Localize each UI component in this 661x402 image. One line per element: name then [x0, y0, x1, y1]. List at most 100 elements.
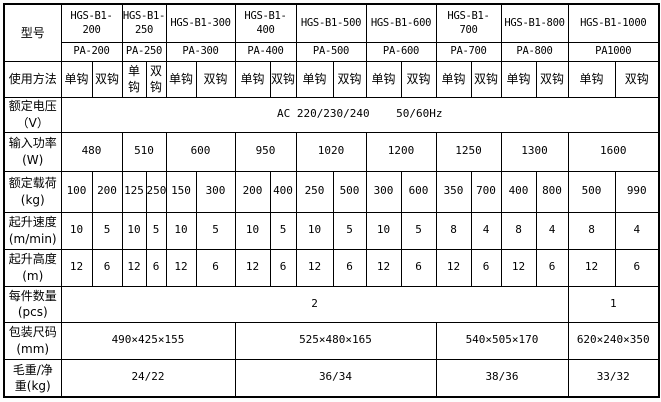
row-label-packing: 包装尺码 (mm)	[3, 321, 62, 360]
speed-value-cell: 10	[121, 211, 147, 250]
load-value-cell: 500	[332, 170, 367, 213]
row-packing: 包装尺码 (mm) 490×425×155 525×480×165 540×50…	[3, 321, 660, 360]
hook-type-cell: 单钩	[295, 60, 334, 98]
row-weight: 毛重/净 重(kg) 24/22 36/34 38/36 33/32	[3, 358, 660, 398]
height-value-cell: 6	[195, 248, 236, 287]
load-value-cell: 125	[121, 170, 147, 213]
height-value-cell: 12	[500, 248, 537, 287]
weight-value-cell: 24/22	[60, 358, 236, 398]
load-value-cell: 100	[60, 170, 93, 213]
hook-type-cell: 单钩	[365, 60, 402, 98]
height-value-cell: 6	[535, 248, 569, 287]
packing-size-cell: 540×505×170	[435, 321, 569, 360]
speed-value-cell: 5	[145, 211, 167, 250]
hook-type-cell: 双钩	[400, 60, 437, 98]
height-value-cell: 12	[567, 248, 616, 287]
pa-model-cell: PA-700	[435, 41, 502, 62]
speed-value-cell: 5	[195, 211, 236, 250]
speed-value-cell: 8	[435, 211, 472, 250]
row-label-voltage: 额定电压 （V）	[3, 96, 62, 133]
hook-type-cell: 单钩	[60, 60, 93, 98]
speed-value-cell: 5	[332, 211, 367, 250]
height-value-cell: 12	[365, 248, 402, 287]
load-value-cell: 250	[295, 170, 334, 213]
packing-size-cell: 525×480×165	[234, 321, 437, 360]
load-value-cell: 200	[234, 170, 271, 213]
load-value-cell: 150	[165, 170, 197, 213]
packing-size-cell: 620×240×350	[567, 321, 660, 360]
height-value-cell: 6	[332, 248, 367, 287]
row-usage: 使用方法 单钩 双钩 单 钩 双 钩 单钩 双钩 单钩 双钩 单钩 双钩 单钩 …	[3, 60, 660, 98]
hook-type-cell: 双钩	[614, 60, 660, 98]
model-name-cell: HGS-B1-300	[165, 3, 236, 43]
weight-value-cell: 33/32	[567, 358, 660, 398]
power-value-cell: 1600	[567, 131, 660, 172]
pa-model-cell: PA-200	[60, 41, 123, 62]
hook-type-cell: 单钩	[165, 60, 197, 98]
speed-value-cell: 4	[470, 211, 502, 250]
row-model-names: 型号 HGS-B1- 200 HGS-B1- 250 HGS-B1-300 HG…	[3, 3, 660, 62]
row-speed: 起升速度 (m/min) 10 5 10 5 10 5 10 5 10 5 10…	[3, 211, 660, 250]
height-value-cell: 6	[400, 248, 437, 287]
power-value-cell: 1020	[295, 131, 367, 172]
load-value-cell: 300	[365, 170, 402, 213]
height-value-cell: 12	[165, 248, 197, 287]
height-value-cell: 12	[435, 248, 472, 287]
hook-type-cell: 单钩	[234, 60, 271, 98]
power-value-cell: 510	[121, 131, 167, 172]
speed-value-cell: 10	[165, 211, 197, 250]
speed-value-cell: 4	[535, 211, 569, 250]
speed-value-cell: 10	[60, 211, 93, 250]
load-value-cell: 990	[614, 170, 660, 213]
power-value-cell: 1250	[435, 131, 502, 172]
height-value-cell: 12	[121, 248, 147, 287]
power-value-cell: 600	[165, 131, 236, 172]
load-value-cell: 600	[400, 170, 437, 213]
hook-type-cell: 双钩	[332, 60, 367, 98]
spec-table: 型号 HGS-B1- 200 HGS-B1- 250 HGS-B1-300 HG…	[3, 3, 660, 398]
voltage-value-cell: AC 220/230/240 50/60Hz	[60, 96, 660, 133]
hook-type-cell: 双钩	[535, 60, 569, 98]
row-label-usage: 使用方法	[3, 60, 62, 98]
pa-model-cell: PA1000	[567, 41, 660, 62]
row-voltage: 额定电压 （V） AC 220/230/240 50/60Hz	[3, 96, 660, 133]
load-value-cell: 400	[500, 170, 537, 213]
pa-model-cell: PA-500	[295, 41, 367, 62]
model-name-cell: HGS-B1- 250	[121, 3, 167, 43]
speed-value-cell: 5	[400, 211, 437, 250]
hook-type-cell: 双钩	[269, 60, 297, 98]
speed-value-cell: 8	[500, 211, 537, 250]
model-name-cell: HGS-B1- 200	[60, 3, 123, 43]
load-value-cell: 400	[269, 170, 297, 213]
row-pa-models: PA-200 PA-250 PA-300 PA-400 PA-500 PA-60…	[4, 41, 660, 62]
weight-value-cell: 36/34	[234, 358, 437, 398]
pa-model-cell: PA-800	[500, 41, 569, 62]
row-lift-height: 起升高度 (m) 12 6 12 6 12 6 12 6 12 6 12 6 1…	[3, 248, 660, 287]
load-value-cell: 800	[535, 170, 569, 213]
height-value-cell: 6	[614, 248, 660, 287]
speed-value-cell: 4	[614, 211, 660, 250]
row-label-speed: 起升速度 (m/min)	[3, 211, 62, 250]
speed-value-cell: 10	[295, 211, 334, 250]
power-value-cell: 1200	[365, 131, 437, 172]
height-value-cell: 6	[470, 248, 502, 287]
height-value-cell: 6	[91, 248, 123, 287]
hook-type-cell: 单钩	[435, 60, 472, 98]
load-value-cell: 700	[470, 170, 502, 213]
load-value-cell: 250	[145, 170, 167, 213]
qty-value-cell: 1	[567, 285, 660, 323]
power-value-cell: 480	[60, 131, 123, 172]
height-value-cell: 12	[295, 248, 334, 287]
model-name-cell: HGS-B1- 400	[234, 3, 297, 43]
hook-type-cell: 双钩	[470, 60, 502, 98]
model-name-cell: HGS-B1-1000	[567, 3, 660, 43]
load-value-cell: 200	[91, 170, 123, 213]
hook-type-cell: 双 钩	[145, 60, 167, 98]
load-value-cell: 300	[195, 170, 236, 213]
model-name-cell: HGS-B1-800	[500, 3, 569, 43]
hook-type-cell: 双钩	[91, 60, 123, 98]
height-value-cell: 6	[145, 248, 167, 287]
pa-model-cell: PA-600	[365, 41, 437, 62]
row-load: 额定载荷 (kg) 100 200 125 250 150 300 200 40…	[3, 170, 660, 213]
model-name-cell: HGS-B1-600	[365, 3, 437, 43]
